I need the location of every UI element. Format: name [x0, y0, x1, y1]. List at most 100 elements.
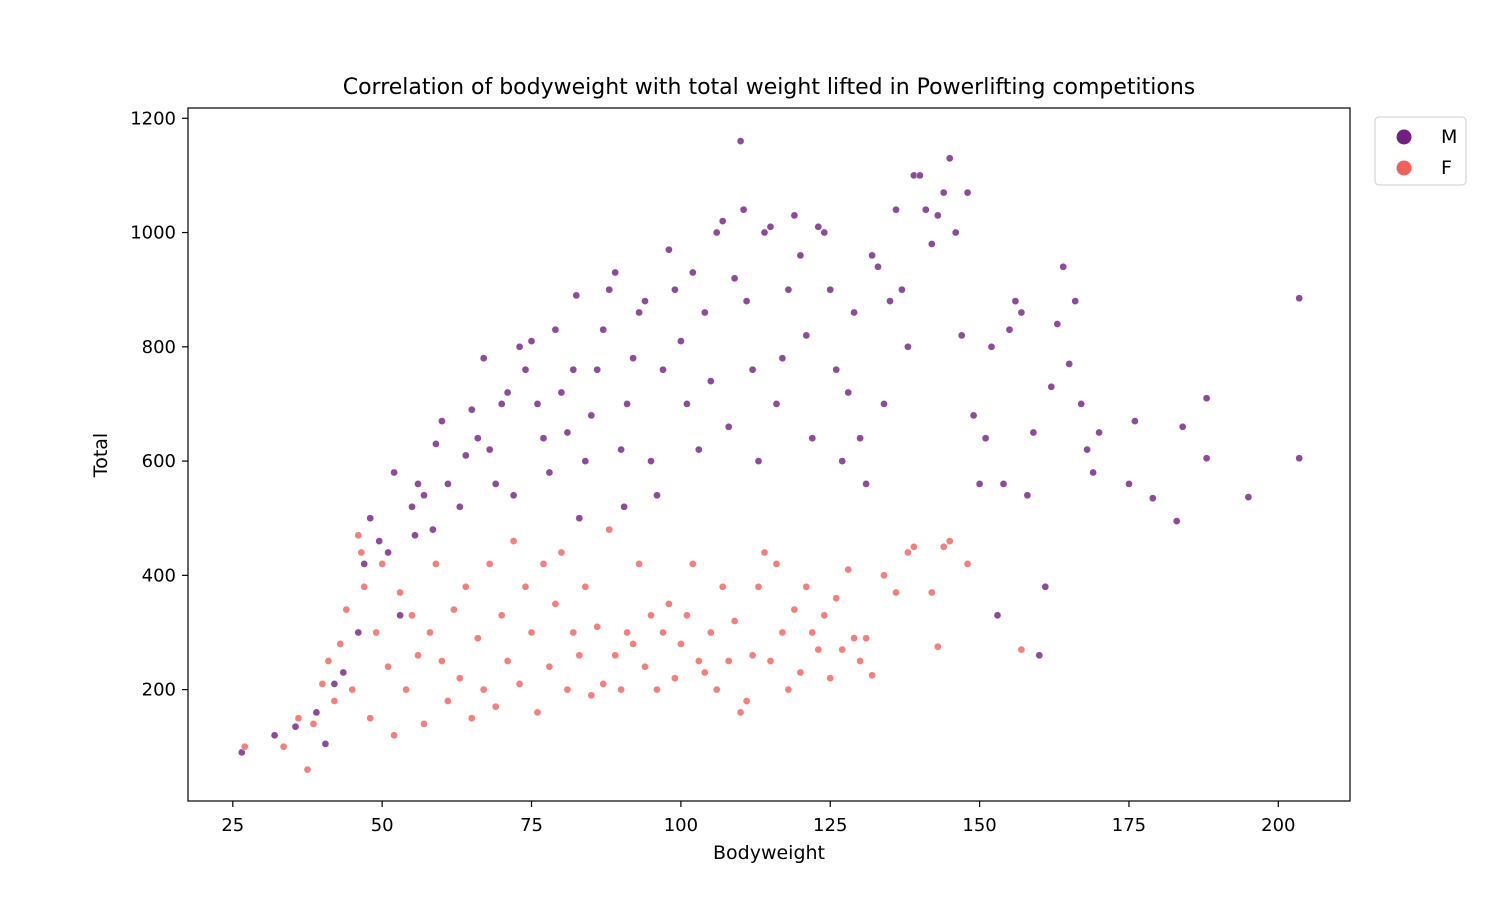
data-point-m	[927, 240, 936, 248]
data-point-m	[784, 285, 793, 294]
data-point-m	[509, 491, 518, 500]
data-point-f	[683, 611, 691, 620]
data-point-f	[408, 611, 416, 620]
data-point-f	[551, 600, 560, 608]
data-point-m	[354, 628, 363, 637]
data-point-m	[844, 388, 853, 397]
data-point-f	[557, 548, 566, 557]
data-point-f	[539, 560, 548, 568]
data-point-m	[736, 137, 745, 145]
data-point-f	[509, 537, 518, 545]
data-point-m	[605, 285, 614, 294]
data-point-m	[739, 205, 748, 214]
y-axis: 200 400 600 800 1000 1200	[130, 108, 188, 701]
data-point-f	[396, 588, 404, 597]
data-point-m	[620, 502, 628, 511]
data-point-f	[641, 662, 649, 671]
data-point-f	[910, 542, 918, 551]
plot-frame	[187, 107, 1351, 802]
data-point-m	[951, 228, 960, 237]
data-point-f	[826, 674, 835, 683]
data-point-m	[886, 297, 894, 305]
data-point-m	[754, 457, 763, 465]
data-point-m	[772, 400, 781, 408]
data-point-m	[581, 457, 590, 465]
data-point-m	[647, 457, 655, 465]
series-m	[237, 137, 1304, 757]
data-point-m	[802, 331, 811, 340]
data-point-m	[515, 342, 524, 351]
data-point-m	[1011, 297, 1020, 305]
data-point-f	[742, 697, 751, 705]
data-point-f	[479, 685, 488, 694]
data-point-m	[856, 434, 864, 443]
data-point-f	[599, 680, 608, 688]
data-point-f	[856, 657, 864, 665]
data-point-f	[467, 714, 476, 723]
data-point-f	[611, 651, 620, 660]
data-point-f	[868, 671, 876, 680]
data-point-m	[742, 297, 751, 305]
data-point-m	[688, 268, 697, 277]
data-point-m	[790, 211, 799, 220]
data-point-m	[874, 262, 882, 271]
data-point-f	[820, 611, 829, 620]
data-point-f	[569, 628, 578, 637]
data-point-m	[987, 342, 996, 351]
x-tick-label: 50	[371, 815, 394, 836]
data-point-m	[545, 468, 554, 477]
data-point-f	[760, 548, 769, 557]
data-point-f	[426, 628, 434, 637]
data-point-m	[1083, 445, 1091, 454]
data-point-m	[497, 400, 506, 408]
data-point-m	[1035, 651, 1044, 660]
data-point-f	[784, 685, 793, 694]
data-point-m	[1065, 360, 1074, 368]
data-point-f	[420, 720, 428, 728]
legend: M F	[1374, 116, 1467, 186]
x-tick-label: 125	[813, 815, 847, 836]
data-point-m	[993, 611, 1002, 620]
data-point-m	[1041, 582, 1050, 591]
data-point-m	[444, 480, 452, 488]
data-point-m	[575, 514, 584, 523]
data-point-f	[617, 685, 625, 694]
data-point-f	[279, 742, 288, 751]
y-tick-label: 1200	[130, 108, 176, 129]
data-point-f	[491, 702, 500, 711]
data-point-m	[916, 171, 924, 180]
data-point-m	[411, 531, 419, 540]
data-point-m	[677, 337, 685, 345]
data-point-f	[671, 674, 679, 683]
data-point-f	[718, 582, 727, 591]
data-point-f	[414, 651, 422, 660]
data-point-f	[354, 531, 363, 540]
data-point-m	[1095, 428, 1103, 437]
data-point-m	[730, 274, 739, 283]
data-point-m	[981, 434, 990, 443]
data-point-m	[766, 222, 775, 231]
data-point-f	[694, 657, 703, 665]
data-point-f	[372, 628, 381, 637]
data-point-f	[444, 697, 452, 705]
data-point-m	[694, 445, 703, 454]
data-point-m	[1029, 428, 1038, 437]
chart-title: Correlation of bodyweight with total wei…	[343, 75, 1196, 100]
data-point-f	[515, 680, 524, 688]
data-point-m	[485, 445, 494, 454]
data-point-f	[927, 588, 936, 597]
data-point-m	[850, 308, 858, 317]
data-point-m	[291, 722, 300, 731]
data-point-m	[957, 331, 966, 340]
data-point-m	[1131, 417, 1139, 425]
data-point-f	[892, 588, 900, 597]
data-point-f	[330, 697, 339, 705]
data-point-m	[641, 297, 649, 305]
data-point-m	[1059, 262, 1068, 271]
data-point-f	[933, 642, 942, 651]
data-point-f	[545, 662, 554, 671]
data-point-f	[963, 560, 972, 568]
data-point-m	[396, 611, 404, 620]
data-point-f	[294, 714, 303, 723]
